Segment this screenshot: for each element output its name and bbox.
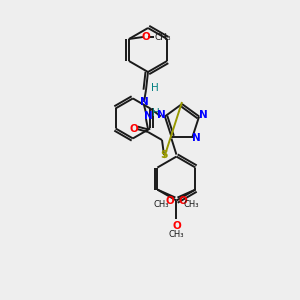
Text: N: N <box>144 111 152 121</box>
Text: N: N <box>192 133 201 142</box>
Text: CH₃: CH₃ <box>184 200 199 209</box>
Text: N: N <box>140 97 148 107</box>
Text: CH₃: CH₃ <box>155 32 172 41</box>
Text: N: N <box>157 110 165 120</box>
Text: N: N <box>199 110 208 120</box>
Text: O: O <box>142 32 150 42</box>
Text: O: O <box>130 124 138 134</box>
Text: H: H <box>152 108 160 118</box>
Text: O: O <box>172 221 181 231</box>
Text: S: S <box>160 150 168 160</box>
Text: CH₃: CH₃ <box>154 200 169 209</box>
Text: CH₃: CH₃ <box>169 230 184 239</box>
Text: H: H <box>151 83 159 93</box>
Text: O: O <box>166 196 175 206</box>
Text: O: O <box>178 196 187 206</box>
